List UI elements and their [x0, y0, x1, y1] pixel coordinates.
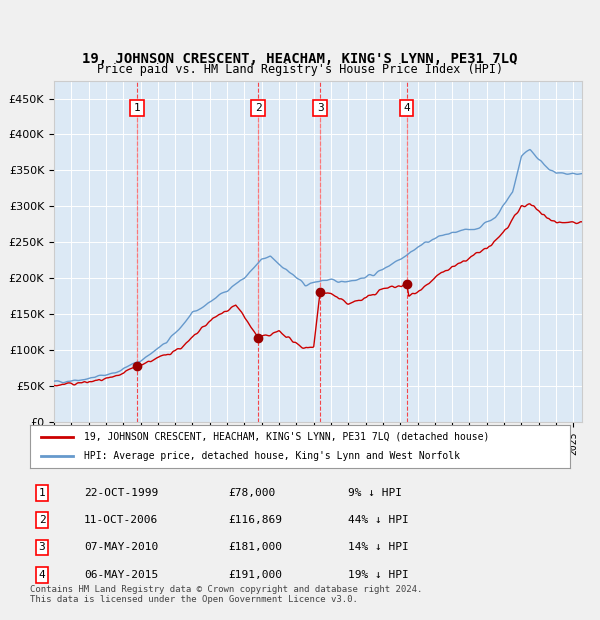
Text: 19% ↓ HPI: 19% ↓ HPI	[348, 570, 409, 580]
Text: 22-OCT-1999: 22-OCT-1999	[84, 488, 158, 498]
Text: £181,000: £181,000	[228, 542, 282, 552]
Text: 3: 3	[38, 542, 46, 552]
Text: 4: 4	[38, 570, 46, 580]
Text: Price paid vs. HM Land Registry's House Price Index (HPI): Price paid vs. HM Land Registry's House …	[97, 63, 503, 76]
Text: 1: 1	[134, 103, 140, 113]
Text: 4: 4	[403, 103, 410, 113]
Text: £78,000: £78,000	[228, 488, 275, 498]
Text: £191,000: £191,000	[228, 570, 282, 580]
Text: 07-MAY-2010: 07-MAY-2010	[84, 542, 158, 552]
Text: 44% ↓ HPI: 44% ↓ HPI	[348, 515, 409, 525]
Text: 2: 2	[255, 103, 262, 113]
Text: 3: 3	[317, 103, 323, 113]
Text: 19, JOHNSON CRESCENT, HEACHAM, KING'S LYNN, PE31 7LQ (detached house): 19, JOHNSON CRESCENT, HEACHAM, KING'S LY…	[84, 432, 490, 442]
Text: 2: 2	[38, 515, 46, 525]
Text: 11-OCT-2006: 11-OCT-2006	[84, 515, 158, 525]
Text: 14% ↓ HPI: 14% ↓ HPI	[348, 542, 409, 552]
Text: 1: 1	[38, 488, 46, 498]
Text: £116,869: £116,869	[228, 515, 282, 525]
Text: Contains HM Land Registry data © Crown copyright and database right 2024.
This d: Contains HM Land Registry data © Crown c…	[30, 585, 422, 604]
Text: 19, JOHNSON CRESCENT, HEACHAM, KING'S LYNN, PE31 7LQ: 19, JOHNSON CRESCENT, HEACHAM, KING'S LY…	[82, 52, 518, 66]
Text: HPI: Average price, detached house, King's Lynn and West Norfolk: HPI: Average price, detached house, King…	[84, 451, 460, 461]
Text: 06-MAY-2015: 06-MAY-2015	[84, 570, 158, 580]
Text: 9% ↓ HPI: 9% ↓ HPI	[348, 488, 402, 498]
